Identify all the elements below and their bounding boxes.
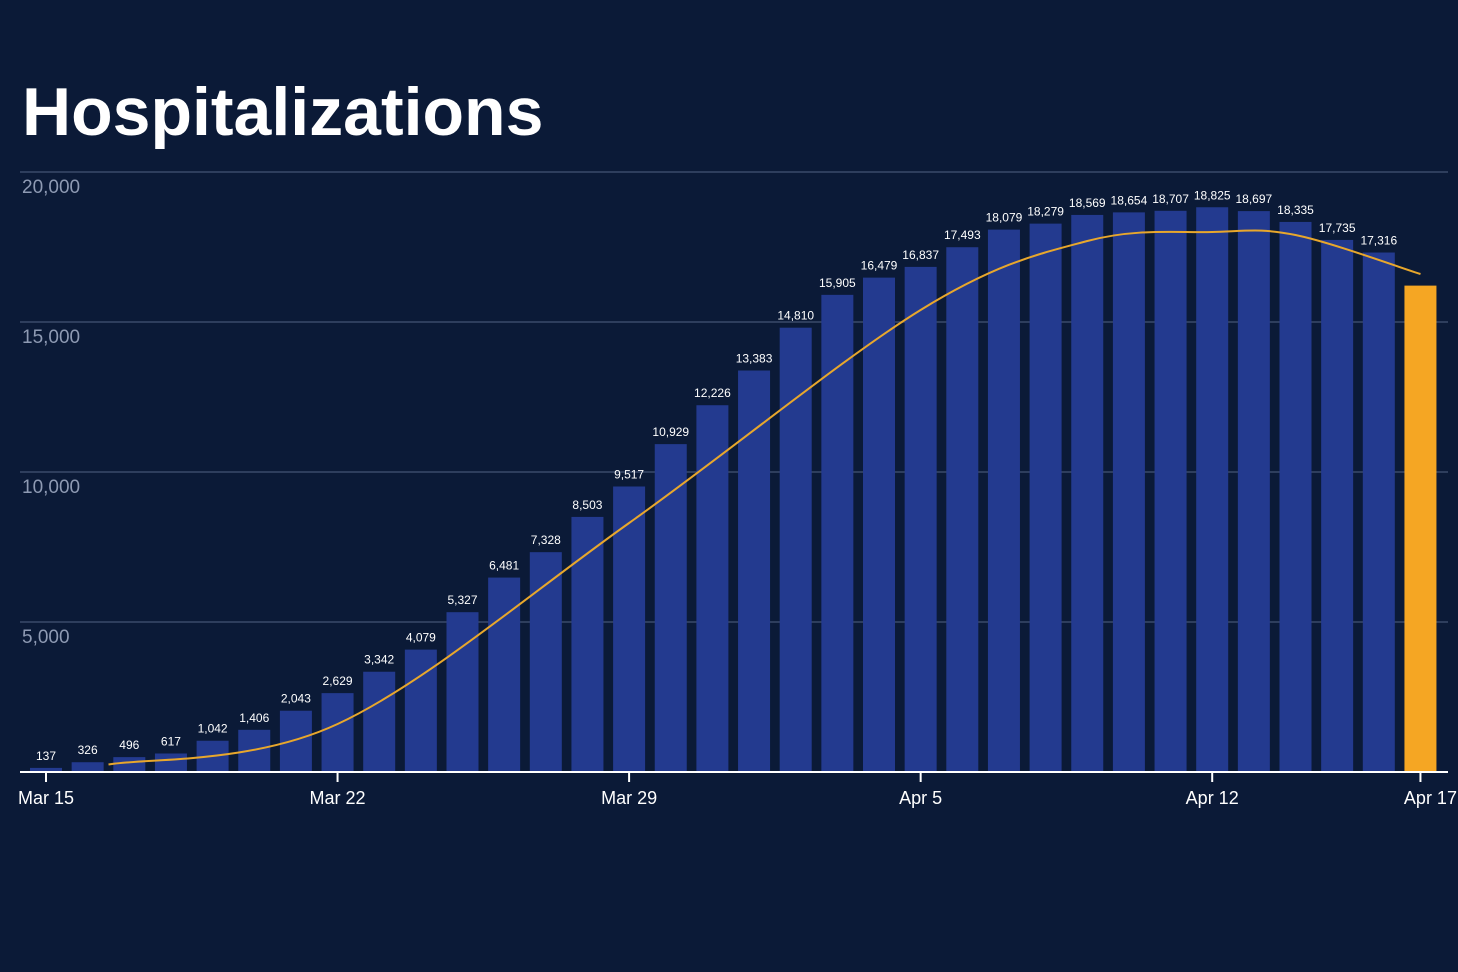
- y-tick-label: 20,000: [22, 177, 80, 198]
- bar: [71, 762, 104, 772]
- x-tick-label: Apr 17: [1404, 788, 1457, 808]
- bar: [1279, 221, 1312, 772]
- bar-series: [30, 207, 1437, 773]
- bar: [363, 671, 396, 772]
- data-label: 496: [119, 738, 139, 752]
- data-label: 7,328: [531, 533, 561, 547]
- bar: [321, 693, 354, 772]
- chart-title: Hospitalizations: [22, 74, 543, 150]
- data-label: 3,342: [364, 653, 394, 667]
- bar: [1029, 223, 1062, 772]
- bar: [1071, 214, 1104, 772]
- bar: [1112, 212, 1145, 772]
- data-labels: 137 326 496 617 1,042 1,406 2,043 2,629 3,342 4,0…: [36, 188, 1397, 763]
- data-label: 137: [36, 749, 56, 763]
- data-label: 16,837: [902, 248, 939, 262]
- data-label: 617: [161, 734, 181, 748]
- data-label: 2,043: [281, 692, 311, 706]
- data-label: 18,697: [1235, 192, 1272, 206]
- x-axis: Mar 15 Mar 22 Mar 29 Apr 5 Apr 12 Apr 17: [18, 771, 1457, 808]
- x-tick-label: Mar 22: [310, 788, 366, 808]
- y-tick-label: 15,000: [22, 327, 80, 348]
- bar: [571, 516, 604, 772]
- y-tick-label: 10,000: [22, 477, 80, 498]
- data-label: 18,654: [1111, 193, 1148, 207]
- highlight-bar: [1404, 285, 1437, 772]
- bar: [113, 757, 146, 772]
- data-label: 4,079: [406, 631, 436, 645]
- data-label: 9,517: [614, 467, 644, 481]
- data-label: 5,327: [447, 593, 477, 607]
- bar: [613, 486, 646, 772]
- data-label: 8,503: [572, 498, 602, 512]
- data-label: 326: [78, 743, 98, 757]
- bar: [446, 612, 479, 772]
- bar: [488, 577, 521, 772]
- data-label: 10,929: [652, 425, 689, 439]
- data-label: 14,810: [777, 309, 814, 323]
- data-label: 18,279: [1027, 205, 1064, 219]
- bar: [987, 229, 1020, 772]
- bar: [404, 649, 437, 772]
- trend-line: [108, 229, 1421, 766]
- y-axis-ticks: 5,000 10,000 15,000 20,000: [22, 177, 80, 648]
- bar: [1154, 210, 1187, 773]
- bar: [529, 552, 562, 772]
- bar: [904, 266, 937, 772]
- x-tick-label: Mar 29: [601, 788, 657, 808]
- data-label: 1,406: [239, 711, 269, 725]
- data-label: 1,042: [198, 722, 228, 736]
- bar: [154, 753, 187, 772]
- bar: [30, 767, 62, 772]
- data-label: 17,316: [1360, 234, 1397, 248]
- bar: [779, 327, 812, 772]
- bar: [654, 444, 687, 772]
- y-tick-label: 5,000: [22, 627, 70, 648]
- data-label: 13,383: [736, 352, 773, 366]
- bar: [863, 277, 895, 772]
- trend-line-path: [108, 229, 1421, 766]
- x-tick-label: Apr 12: [1186, 788, 1239, 808]
- bar: [279, 710, 312, 772]
- bar: [946, 247, 979, 772]
- bar: [1362, 252, 1395, 772]
- data-label: 18,825: [1194, 188, 1231, 202]
- bar: [1321, 239, 1354, 772]
- gridlines: [20, 171, 1448, 623]
- data-label: 15,905: [819, 276, 856, 290]
- data-label: 18,079: [986, 211, 1023, 225]
- data-label: 12,226: [694, 386, 731, 400]
- data-label: 17,493: [944, 228, 981, 242]
- bar: [696, 405, 729, 772]
- bar: [1237, 211, 1270, 773]
- bar: [1196, 207, 1229, 772]
- data-label: 18,335: [1277, 203, 1314, 217]
- data-label: 18,707: [1152, 192, 1189, 206]
- data-label: 2,629: [323, 674, 353, 688]
- x-tick-label: Apr 5: [899, 788, 942, 808]
- x-tick-label: Mar 15: [18, 788, 74, 808]
- data-label: 6,481: [489, 559, 519, 573]
- data-label: 16,479: [861, 259, 898, 273]
- data-label: 17,735: [1319, 221, 1356, 235]
- data-label: 18,569: [1069, 196, 1106, 210]
